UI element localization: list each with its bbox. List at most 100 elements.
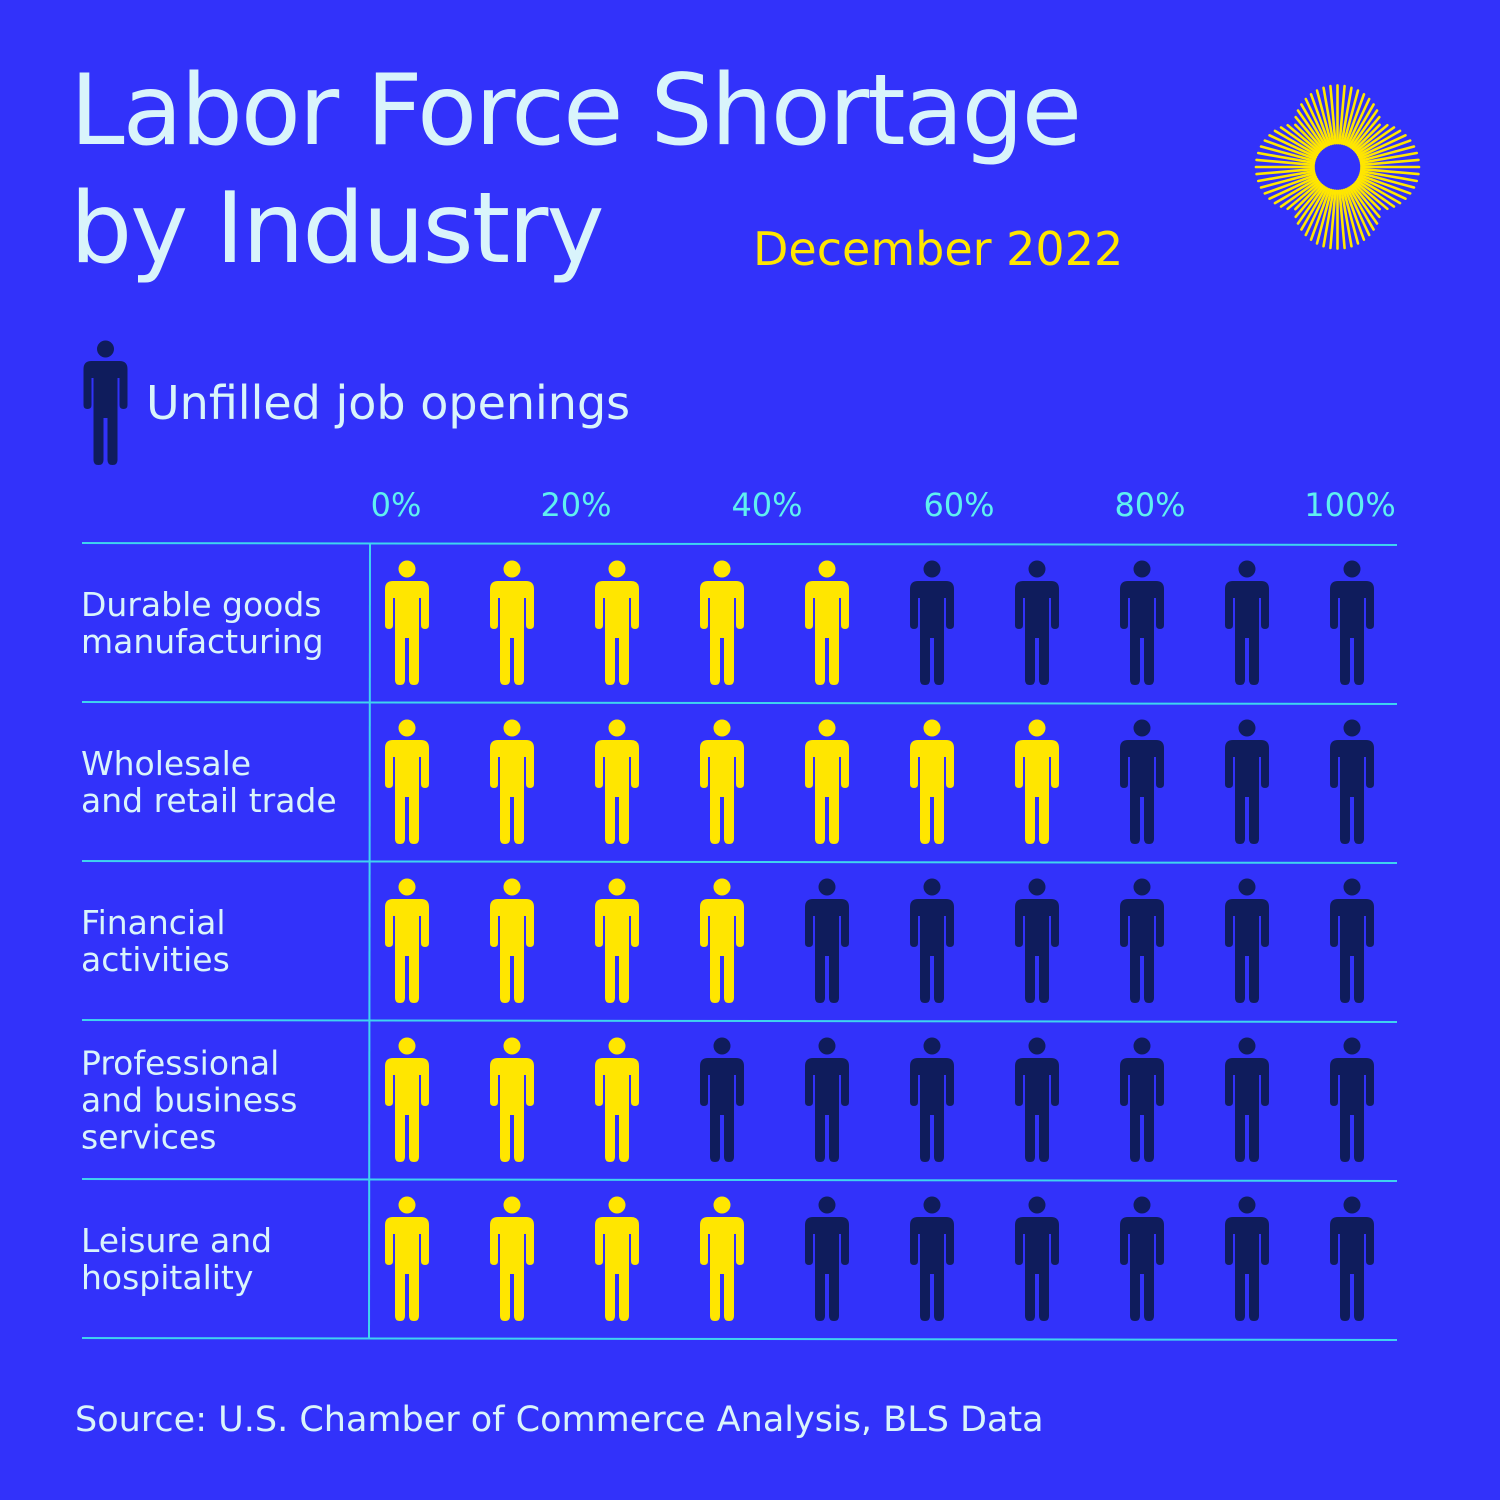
logo-ray	[1344, 188, 1366, 241]
person-icon	[1015, 878, 1059, 1003]
sunburst-logo-icon	[1254, 84, 1421, 250]
person-icon	[805, 1037, 849, 1162]
logo-ray	[1304, 187, 1329, 237]
category-label: Leisure and hospitality	[81, 1221, 272, 1297]
logo-ray	[1354, 181, 1389, 211]
logo-ray	[1356, 129, 1402, 157]
category-label: Wholesale and retail trade	[81, 744, 337, 820]
category-row: Wholesale and retail trade	[81, 719, 1374, 844]
person-icon	[595, 1196, 639, 1321]
logo-ray	[1286, 123, 1321, 153]
logo-ray	[1256, 151, 1316, 165]
category-label-line: Durable goods	[81, 585, 322, 624]
person-icon	[1330, 719, 1374, 844]
logo-ray	[1315, 89, 1333, 146]
category-label-line: Leisure and	[81, 1221, 272, 1260]
logo-ray	[1344, 93, 1366, 146]
source-note: Source: U.S. Chamber of Commerce Analysi…	[75, 1400, 1044, 1440]
logo-ray	[1351, 115, 1381, 151]
logo-ray	[1359, 169, 1419, 183]
logo-ray	[1346, 187, 1371, 237]
logo-ray	[1294, 115, 1324, 151]
date-label: December 2022	[753, 222, 1124, 276]
category-row: Financial activities	[81, 878, 1374, 1003]
category-row: Professional and business services	[81, 1037, 1374, 1162]
page-title: Labor Force Shortage by Industry	[70, 52, 1220, 288]
legend-label: Unfilled job openings	[146, 376, 631, 430]
category-row: Leisure and hospitality	[81, 1196, 1374, 1321]
person-icon	[385, 878, 429, 1003]
logo-ray	[1300, 103, 1327, 148]
logo-ray	[1279, 126, 1320, 155]
logo-ray	[1268, 133, 1318, 159]
person-icon	[1225, 878, 1269, 1003]
person-icon	[1015, 1037, 1059, 1162]
person-icon	[910, 878, 954, 1003]
title-line-1: Labor Force Shortage	[70, 54, 1082, 168]
person-icon	[1330, 1196, 1374, 1321]
logo-ray	[1348, 186, 1375, 231]
logo-ray	[1338, 189, 1346, 250]
person-icon	[805, 560, 849, 685]
person-icon	[595, 719, 639, 844]
person-icon	[1330, 878, 1374, 1003]
logo-ray	[1349, 185, 1379, 225]
category-row: Durable goods manufacturing	[81, 560, 1374, 685]
logo-ray	[1358, 173, 1412, 195]
person-icon	[700, 719, 744, 844]
logo-ray	[1355, 179, 1396, 208]
row-divider	[81, 1337, 1398, 1341]
x-tick-label: 100%	[1304, 486, 1395, 524]
logo-ray	[1329, 189, 1337, 250]
person-icon	[1015, 1196, 1059, 1321]
category-label: Financial activities	[81, 903, 230, 979]
person-icon	[385, 560, 429, 685]
person-icon	[490, 1037, 534, 1162]
logo-ray	[1259, 145, 1316, 163]
person-icon	[910, 719, 954, 844]
logo-ray	[1309, 188, 1331, 241]
person-icon	[385, 1196, 429, 1321]
person-icon	[700, 560, 744, 685]
logo-ray	[1256, 169, 1316, 183]
logo-ray	[1358, 139, 1412, 161]
person-icon	[700, 1037, 744, 1162]
y-axis-line	[368, 542, 371, 1339]
logo-ray	[1304, 97, 1329, 147]
row-divider	[81, 1178, 1398, 1182]
logo-ray	[1342, 188, 1360, 245]
logo-ray	[1329, 84, 1337, 145]
person-icon	[1120, 719, 1164, 844]
logo-ray	[1351, 183, 1381, 219]
person-icon	[490, 1196, 534, 1321]
category-label-line: Financial	[81, 903, 226, 942]
logo-ray	[1349, 109, 1379, 149]
person-icon	[1330, 560, 1374, 685]
logo-ray	[1355, 126, 1396, 155]
person-icon	[910, 560, 954, 685]
logo-ray	[1354, 123, 1389, 153]
person-icon	[490, 560, 534, 685]
person-icon	[910, 1037, 954, 1162]
logo-ray	[1353, 182, 1381, 211]
logo-ray	[1296, 185, 1326, 225]
logo-ray	[1279, 179, 1320, 208]
category-label: Durable goods manufacturing	[81, 585, 324, 661]
person-icon	[595, 878, 639, 1003]
person-icon	[1120, 560, 1164, 685]
category-label-line: and retail trade	[81, 781, 337, 820]
person-icon	[805, 719, 849, 844]
logo-ray	[1286, 181, 1321, 211]
category-label-line: and business	[81, 1081, 297, 1120]
row-divider	[81, 860, 1398, 864]
logo-ray	[1263, 139, 1317, 161]
logo-ray	[1309, 93, 1331, 146]
x-tick-label: 80%	[1114, 486, 1185, 524]
category-label: Professional and business services	[81, 1044, 297, 1157]
logo-ray	[1296, 109, 1326, 149]
row-divider	[81, 1019, 1398, 1023]
person-icon	[910, 1196, 954, 1321]
logo-ray	[1315, 188, 1333, 245]
logo-ray	[1268, 175, 1318, 201]
person-icon	[1225, 1037, 1269, 1162]
